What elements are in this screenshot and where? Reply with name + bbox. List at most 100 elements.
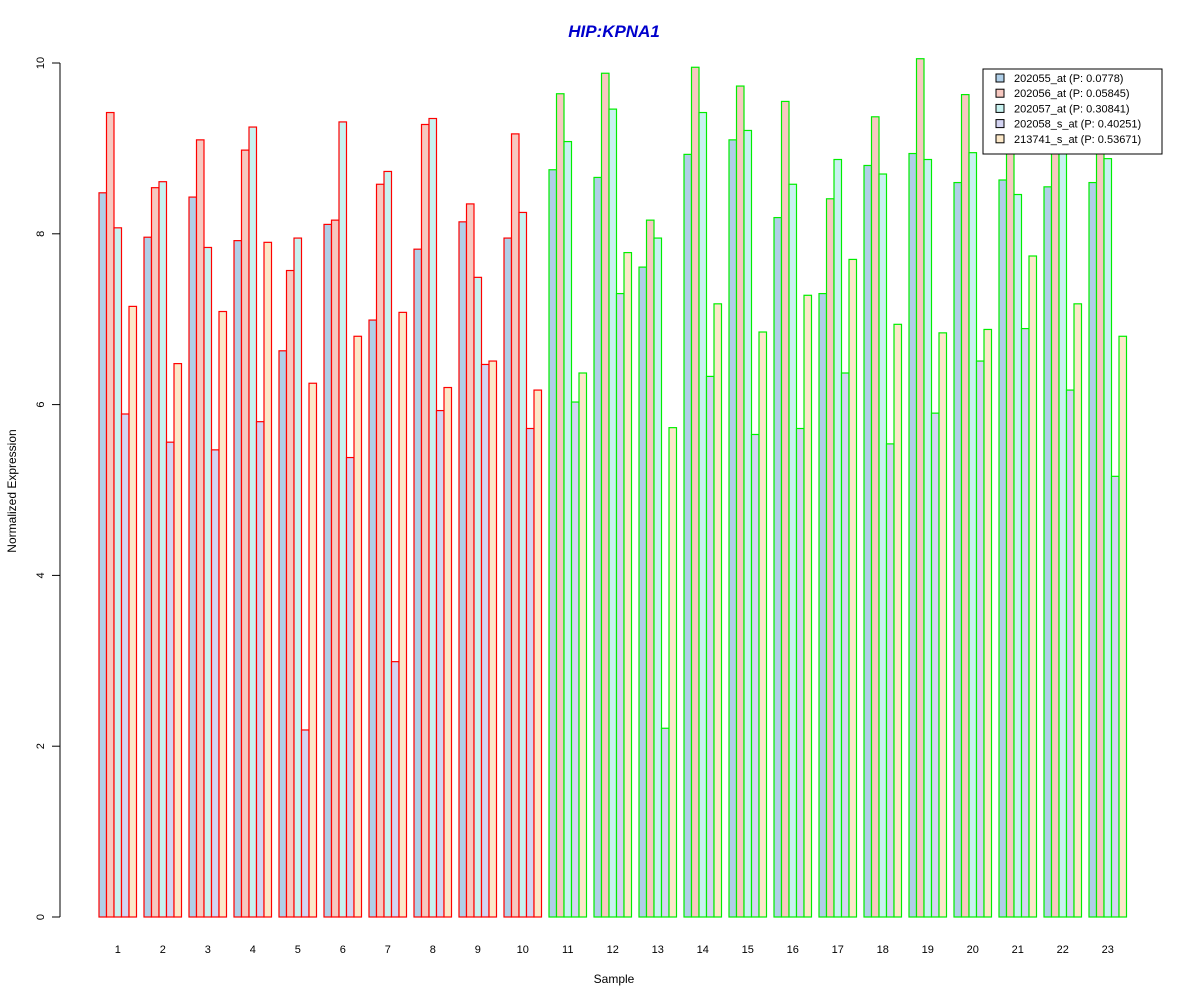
bar-sample-13-series-3 xyxy=(653,237,663,918)
y-axis-label: Normalized Expression xyxy=(5,429,19,552)
legend-entry-label: 202058_s_at (P: 0.40251) xyxy=(1014,119,1141,131)
bar-sample-22-series-4 xyxy=(1065,389,1075,918)
bar-sample-21-series-5 xyxy=(1028,255,1038,918)
bar-sample-17-series-1 xyxy=(818,292,828,918)
bar-sample-4-series-4 xyxy=(255,421,265,918)
x-tick-label: 17 xyxy=(832,944,844,956)
y-tick-label: 2 xyxy=(35,743,47,749)
bar-sample-17-series-3 xyxy=(833,158,843,918)
bar-sample-8-series-2 xyxy=(420,123,430,918)
bar-sample-1-series-4 xyxy=(120,413,130,918)
legend-swatch xyxy=(995,88,1005,98)
x-tick-label: 1 xyxy=(115,944,121,956)
bar-sample-21-series-2 xyxy=(1005,137,1015,918)
x-tick-label: 14 xyxy=(697,944,709,956)
bar-sample-3-series-4 xyxy=(210,449,220,918)
bar-sample-18-series-5 xyxy=(893,323,903,918)
bar-sample-20-series-1 xyxy=(953,181,963,918)
bar-sample-9-series-1 xyxy=(458,221,468,918)
bars-layer xyxy=(98,58,1128,918)
bar-sample-3-series-5 xyxy=(218,310,228,918)
bar-sample-10-series-2 xyxy=(510,133,520,918)
bar-sample-10-series-3 xyxy=(518,211,528,918)
bar-sample-15-series-2 xyxy=(735,85,745,918)
bar-sample-11-series-2 xyxy=(555,93,565,918)
x-tick-label: 16 xyxy=(787,944,799,956)
x-tick-label: 5 xyxy=(295,944,301,956)
bar-sample-11-series-3 xyxy=(563,140,573,918)
bar-sample-14-series-2 xyxy=(690,66,700,918)
bar-sample-19-series-2 xyxy=(915,58,925,918)
x-tick-label: 20 xyxy=(967,944,979,956)
x-axis-ticks: 1 2 3 4 5 6 7 8 9 10 11 12 13 14 15 16 17 18 19 20 21 22 23 xyxy=(115,944,1114,956)
bar-sample-23-series-3 xyxy=(1103,158,1113,918)
bar-sample-19-series-1 xyxy=(908,152,918,918)
x-tick-label: 3 xyxy=(205,944,211,956)
bar-sample-4-series-5 xyxy=(263,241,273,918)
x-tick-label: 22 xyxy=(1057,944,1069,956)
bar-sample-3-series-1 xyxy=(188,196,198,918)
bar-sample-4-series-2 xyxy=(240,149,250,918)
bar-sample-3-series-3 xyxy=(203,246,213,918)
x-tick-label: 6 xyxy=(340,944,346,956)
bar-sample-9-series-5 xyxy=(488,360,498,918)
legend-entry-label: 202055_at (P: 0.0778) xyxy=(1014,73,1123,85)
legend-swatch xyxy=(995,103,1005,113)
y-tick-label: 6 xyxy=(35,402,47,408)
legend-swatch xyxy=(995,119,1005,129)
bar-sample-9-series-3 xyxy=(473,276,483,918)
bar-sample-16-series-5 xyxy=(803,294,813,918)
legend-entry-label: 202057_at (P: 0.30841) xyxy=(1014,103,1130,115)
bar-sample-1-series-1 xyxy=(98,192,108,918)
bar-sample-12-series-4 xyxy=(615,292,625,918)
bar-sample-7-series-1 xyxy=(368,319,378,918)
bar-sample-19-series-4 xyxy=(930,412,940,918)
bar-sample-10-series-5 xyxy=(533,389,543,918)
bar-sample-6-series-2 xyxy=(330,219,340,918)
bar-sample-23-series-1 xyxy=(1088,181,1098,918)
bar-sample-6-series-4 xyxy=(345,456,355,918)
bar-sample-20-series-3 xyxy=(968,152,978,918)
legend-swatch xyxy=(995,73,1005,83)
bar-sample-7-series-4 xyxy=(390,661,400,918)
x-tick-label: 19 xyxy=(922,944,934,956)
legend-box xyxy=(982,68,1163,155)
x-tick-label: 4 xyxy=(250,944,256,956)
x-tick-label: 10 xyxy=(517,944,529,956)
bar-sample-16-series-4 xyxy=(795,427,805,918)
bar-sample-3-series-2 xyxy=(195,139,205,918)
bar-sample-23-series-5 xyxy=(1118,335,1128,918)
bar-sample-22-series-1 xyxy=(1043,186,1053,918)
legend-swatch xyxy=(995,134,1005,144)
legend: 202055_at (P: 0.0778) 202056_at (P: 0.058… xyxy=(982,68,1163,155)
bar-sample-8-series-1 xyxy=(413,248,423,918)
bar-sample-21-series-1 xyxy=(998,179,1008,918)
bar-sample-20-series-2 xyxy=(960,93,970,918)
bar-sample-5-series-3 xyxy=(293,237,303,918)
bar-sample-13-series-4 xyxy=(660,727,670,918)
y-tick-label: 10 xyxy=(35,57,47,69)
bar-sample-6-series-1 xyxy=(323,223,333,918)
bar-sample-1-series-2 xyxy=(105,111,115,918)
bar-sample-9-series-4 xyxy=(480,363,490,918)
bar-sample-2-series-3 xyxy=(158,181,168,918)
bar-sample-4-series-1 xyxy=(233,240,243,918)
bar-sample-23-series-2 xyxy=(1095,139,1105,918)
bar-sample-5-series-4 xyxy=(300,729,310,918)
bar-sample-12-series-1 xyxy=(593,176,603,918)
bar-sample-16-series-2 xyxy=(780,100,790,918)
x-axis-label: Sample xyxy=(594,972,635,986)
bar-sample-20-series-5 xyxy=(983,328,993,918)
x-tick-label: 23 xyxy=(1102,944,1114,956)
bar-sample-10-series-1 xyxy=(503,237,513,918)
bar-sample-2-series-2 xyxy=(150,187,160,918)
bar-sample-14-series-5 xyxy=(713,303,723,918)
y-tick-label: 8 xyxy=(35,231,47,237)
legend-entry-label: 213741_s_at (P: 0.53671) xyxy=(1014,134,1141,146)
bar-sample-14-series-3 xyxy=(698,111,708,918)
x-tick-label: 12 xyxy=(607,944,619,956)
bar-sample-11-series-5 xyxy=(578,372,588,918)
bar-sample-16-series-1 xyxy=(773,216,783,918)
bar-sample-17-series-5 xyxy=(848,258,858,918)
